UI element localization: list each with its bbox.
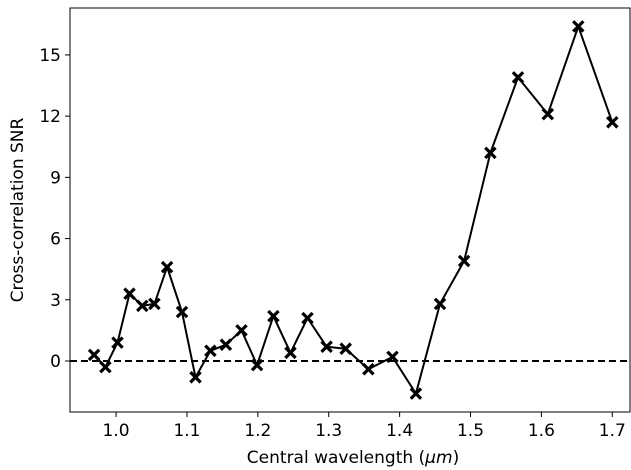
data-point-marker: [189, 371, 202, 384]
series-line: [93, 25, 614, 395]
marker-stroke: [204, 344, 217, 358]
plot-area: [69, 7, 631, 413]
marker-stroke: [386, 350, 399, 364]
marker-stroke: [250, 358, 264, 372]
marker-stroke: [160, 260, 174, 274]
y-axis-label: Cross-correlation SNR: [8, 117, 28, 302]
y-tick-label: 0: [50, 352, 61, 372]
plot-frame: [69, 7, 631, 413]
data-point-marker: [606, 116, 619, 129]
marker-stroke: [320, 340, 333, 353]
y-tick-label: 15: [39, 46, 61, 66]
marker-stroke: [606, 116, 619, 129]
marker-stroke: [175, 305, 189, 319]
x-tick-label: 1.2: [244, 421, 271, 441]
marker-stroke: [301, 311, 314, 325]
marker-stroke: [136, 299, 149, 313]
marker-stroke: [111, 336, 124, 349]
y-tick-label: 9: [50, 168, 61, 188]
data-point-marker: [111, 336, 124, 349]
marker-stroke: [409, 387, 423, 400]
data-point-marker: [572, 20, 585, 33]
x-tick-label: 1.6: [528, 421, 555, 441]
data-point-marker: [160, 260, 174, 274]
x-tick-label: 1.5: [457, 421, 484, 441]
data-point-marker: [511, 71, 525, 84]
data-point-marker: [219, 338, 233, 351]
data-point-marker: [123, 287, 136, 300]
data-point-marker: [457, 254, 471, 268]
marker-stroke: [267, 309, 280, 323]
data-point-marker: [250, 358, 264, 372]
x-axis-ticks: 1.0 1.1 1.2 1.3 1.4 1.5 1.6 1.7: [103, 412, 626, 441]
marker-stroke: [235, 324, 248, 337]
x-tick-label: 1.1: [173, 421, 200, 441]
data-point-marker: [99, 360, 112, 374]
data-point-marker: [484, 146, 497, 160]
x-axis-label: Central wavelength (μm): [247, 448, 459, 468]
data-point-marker: [541, 107, 555, 121]
y-tick-label: 3: [50, 291, 61, 311]
marker-stroke: [339, 342, 352, 355]
x-tick-label: 1.4: [386, 421, 413, 441]
data-point-marker: [284, 346, 297, 360]
x-tick-label: 1.0: [103, 421, 130, 441]
marker-stroke: [219, 338, 233, 351]
marker-stroke: [123, 287, 136, 300]
data-point-marker: [362, 362, 375, 376]
data-point-marker: [409, 387, 423, 400]
marker-stroke: [572, 20, 585, 33]
y-tick-label: 12: [39, 107, 61, 127]
data-point-marker: [204, 344, 217, 358]
data-point-marker: [386, 350, 399, 364]
data-point-marker: [235, 324, 248, 337]
marker-stroke: [284, 346, 297, 360]
data-point-marker: [175, 305, 189, 319]
marker-stroke: [457, 254, 471, 268]
data-point-marker: [148, 297, 161, 311]
data-point-marker: [267, 309, 280, 323]
x-tick-label: 1.3: [315, 421, 342, 441]
data-point-marker: [433, 297, 447, 311]
marker-stroke: [541, 107, 555, 121]
data-point-marker: [87, 348, 101, 362]
y-axis-ticks: 0 3 6 9 12 15: [39, 46, 70, 372]
marker-stroke: [148, 297, 161, 311]
marker-stroke: [362, 362, 375, 376]
marker-stroke: [511, 71, 525, 84]
data-point-marker: [136, 299, 149, 313]
data-point-marker: [339, 342, 352, 355]
data-point-marker: [320, 340, 333, 353]
marker-stroke: [433, 297, 447, 311]
marker-stroke: [87, 348, 101, 362]
series-group: [87, 20, 619, 400]
marker-stroke: [189, 371, 202, 384]
data-point-marker: [301, 311, 314, 325]
x-tick-label: 1.7: [599, 421, 626, 441]
marker-stroke: [99, 360, 112, 374]
y-tick-label: 6: [50, 230, 61, 250]
marker-stroke: [484, 146, 497, 160]
